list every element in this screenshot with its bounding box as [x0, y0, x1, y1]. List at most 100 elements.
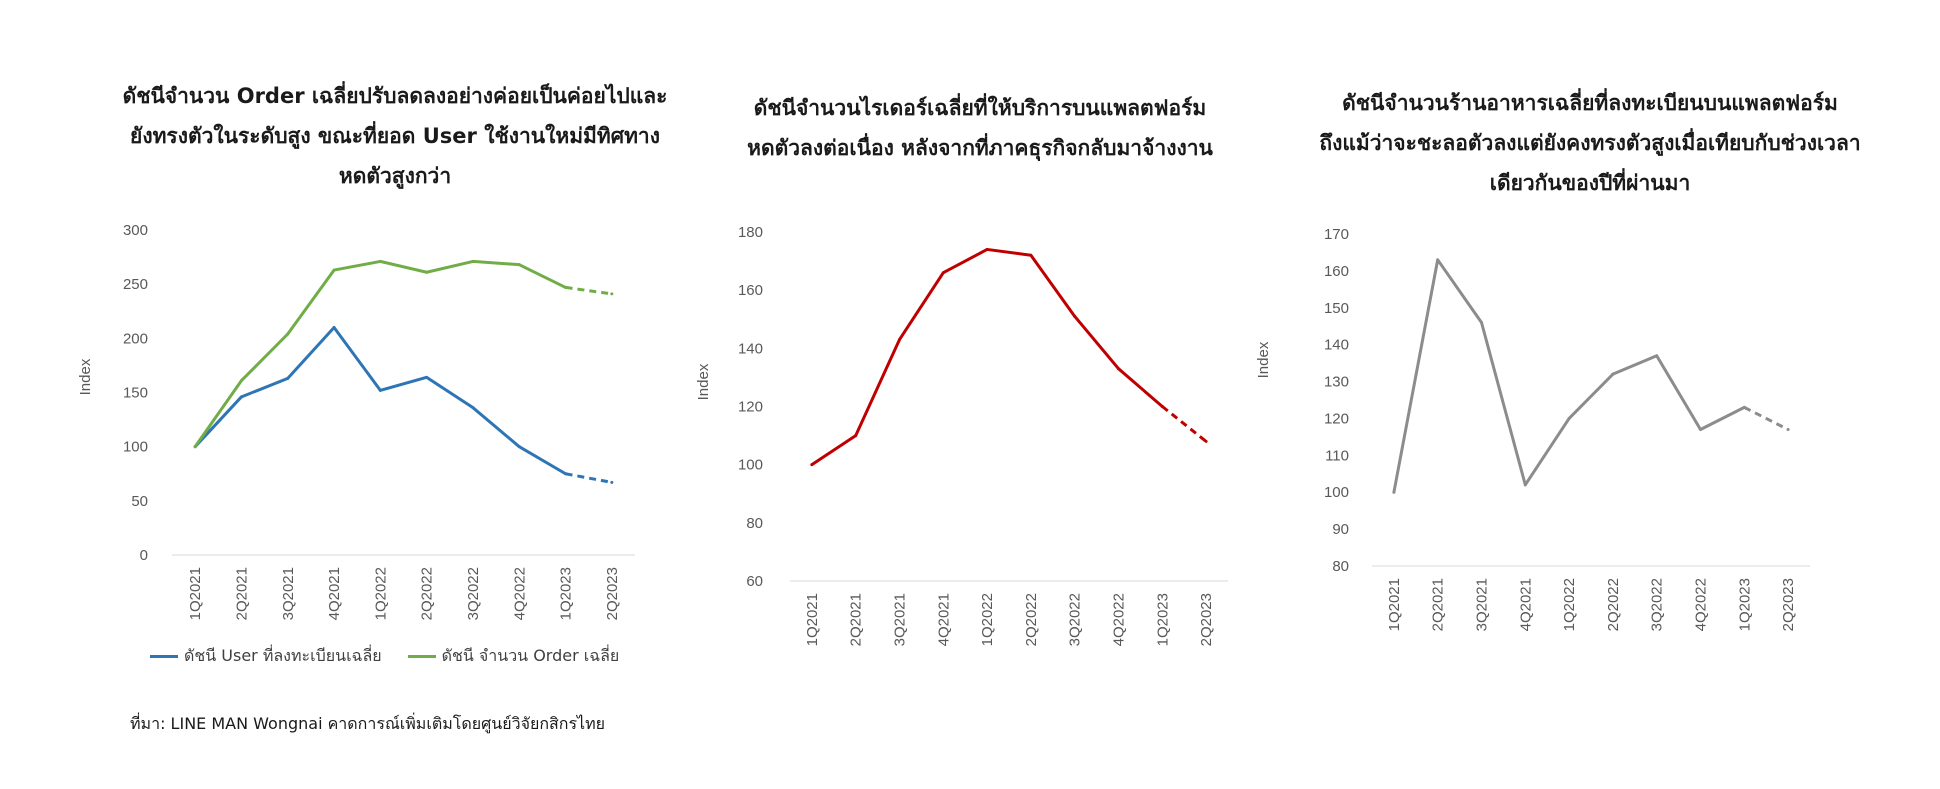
chart-3-title-line-2: ถึงแม้ว่าจะชะลอตัวลงแต่ยังคงทรงตัวสูงเมื… — [1319, 131, 1861, 155]
x-tick-label: 2Q2022 — [1023, 593, 1040, 646]
x-tick-label: 3Q2022 — [1649, 578, 1666, 631]
data-point — [425, 375, 429, 379]
y-tick-label: 100 — [738, 457, 763, 474]
y-tick-label: 200 — [123, 330, 148, 347]
y-tick-label: 50 — [131, 493, 148, 510]
y-tick-label: 130 — [1324, 374, 1349, 391]
series-forecast-line-1 — [1161, 405, 1208, 443]
y-tick-label: 140 — [1324, 337, 1349, 354]
x-tick-label: 3Q2021 — [892, 593, 909, 646]
y-tick-label: 80 — [1332, 558, 1349, 575]
data-point — [517, 445, 521, 449]
x-tick-label: 2Q2023 — [1198, 593, 1215, 646]
x-tick-label: 1Q2021 — [187, 567, 204, 620]
chart-1-title-line-3: หดตัวสูงกว่า — [338, 164, 452, 188]
data-point — [1655, 354, 1659, 358]
x-tick-label: 1Q2023 — [1154, 593, 1171, 646]
y-axis-label: Index — [1255, 341, 1272, 378]
y-tick-label: 110 — [1325, 447, 1349, 464]
chart-1-legend: ดัชนี User ที่ลงทะเบียนเฉลี่ย ดัชนี จำนว… — [150, 644, 619, 669]
legend-swatch-order — [407, 655, 436, 658]
legend-swatch-user — [150, 655, 178, 658]
chart-3-title-line-1: ดัชนีจำนวนร้านอาหารเฉลี่ยที่ลงทะเบียนบนแ… — [1342, 91, 1838, 115]
x-tick-label: 4Q2022 — [1693, 578, 1710, 631]
y-tick-label: 100 — [123, 439, 148, 456]
y-tick-label: 140 — [738, 340, 763, 357]
data-point — [1699, 428, 1702, 432]
data-point — [1611, 372, 1615, 376]
series-forecast-line-2 — [565, 285, 613, 296]
x-tick-label: 4Q2022 — [511, 567, 528, 620]
x-tick-label: 3Q2021 — [280, 567, 297, 620]
data-point — [286, 332, 290, 336]
data-point — [332, 268, 336, 272]
chart-2-title-line-2: หดตัวลงต่อเนื่อง หลังจากที่ภาคธุรกิจกลับ… — [747, 136, 1213, 160]
x-tick-label: 2Q2022 — [419, 567, 436, 620]
x-tick-label: 1Q2023 — [558, 567, 575, 620]
x-tick-label: 4Q2021 — [935, 593, 952, 646]
y-tick-label: 300 — [123, 222, 148, 239]
data-point — [1480, 321, 1483, 325]
y-tick-label: 100 — [1324, 484, 1349, 501]
series-forecast-line-1 — [565, 472, 613, 484]
data-point — [193, 445, 197, 449]
y-tick-label: 170 — [1324, 226, 1349, 243]
x-tick-label: 2Q2021 — [848, 593, 865, 646]
x-tick-label: 3Q2022 — [1067, 593, 1084, 646]
data-point — [1029, 253, 1033, 257]
y-tick-label: 250 — [123, 276, 148, 293]
y-tick-label: 90 — [1332, 521, 1349, 538]
chart-3-title: ดัชนีจำนวนร้านอาหารเฉลี่ยที่ลงทะเบียนบนแ… — [1290, 83, 1890, 203]
source-note: ที่มา: LINE MAN Wongnai คาดการณ์เพิ่มเติ… — [130, 714, 606, 733]
data-point — [1160, 405, 1164, 408]
legend-label-user: ดัชนี User ที่ลงทะเบียนเฉลี่ย — [184, 646, 382, 665]
y-axis-label: Index — [695, 363, 712, 400]
data-point — [517, 263, 521, 267]
data-point — [239, 395, 243, 399]
data-point — [1567, 416, 1571, 420]
data-point — [1073, 314, 1077, 318]
data-point — [610, 292, 614, 296]
data-point — [332, 326, 336, 329]
data-point — [378, 259, 382, 263]
x-tick-label: 1Q2022 — [979, 593, 996, 646]
data-point — [985, 247, 989, 251]
data-point — [941, 271, 945, 275]
data-point — [1436, 258, 1440, 262]
legend-label-order: ดัชนี จำนวน Order เฉลี่ย — [441, 646, 620, 665]
x-tick-label: 2Q2023 — [1780, 578, 1797, 631]
x-tick-label: 4Q2022 — [1111, 593, 1128, 646]
data-point — [1523, 483, 1527, 487]
y-tick-label: 80 — [746, 515, 763, 532]
data-point — [378, 388, 382, 392]
y-tick-label: 120 — [1324, 410, 1349, 427]
data-point — [239, 379, 243, 383]
data-point — [425, 270, 429, 274]
x-tick-label: 3Q2022 — [465, 567, 482, 620]
x-tick-label: 1Q2023 — [1736, 578, 1753, 631]
data-point — [471, 406, 475, 410]
x-tick-label: 1Q2021 — [1386, 578, 1403, 631]
x-tick-label: 2Q2021 — [1430, 578, 1447, 631]
y-tick-label: 180 — [738, 224, 763, 241]
data-point — [810, 463, 814, 467]
x-tick-label: 3Q2021 — [1474, 578, 1491, 631]
y-tick-label: 160 — [1324, 263, 1349, 280]
x-tick-label: 2Q2023 — [604, 567, 621, 620]
y-tick-label: 150 — [1324, 300, 1349, 317]
data-point — [564, 285, 568, 289]
x-tick-label: 2Q2022 — [1605, 578, 1622, 631]
chart-3-title-line-3: เดียวกันของปีที่ผ่านมา — [1489, 171, 1691, 195]
series-forecast-line-1 — [1743, 406, 1789, 431]
data-point — [1392, 490, 1396, 494]
y-tick-label: 0 — [140, 547, 148, 564]
y-tick-label: 160 — [738, 282, 763, 299]
data-point — [564, 472, 568, 476]
y-tick-label: 120 — [738, 399, 763, 416]
data-point — [471, 259, 475, 263]
x-tick-label: 4Q2021 — [1517, 578, 1534, 631]
data-point — [1117, 367, 1120, 371]
